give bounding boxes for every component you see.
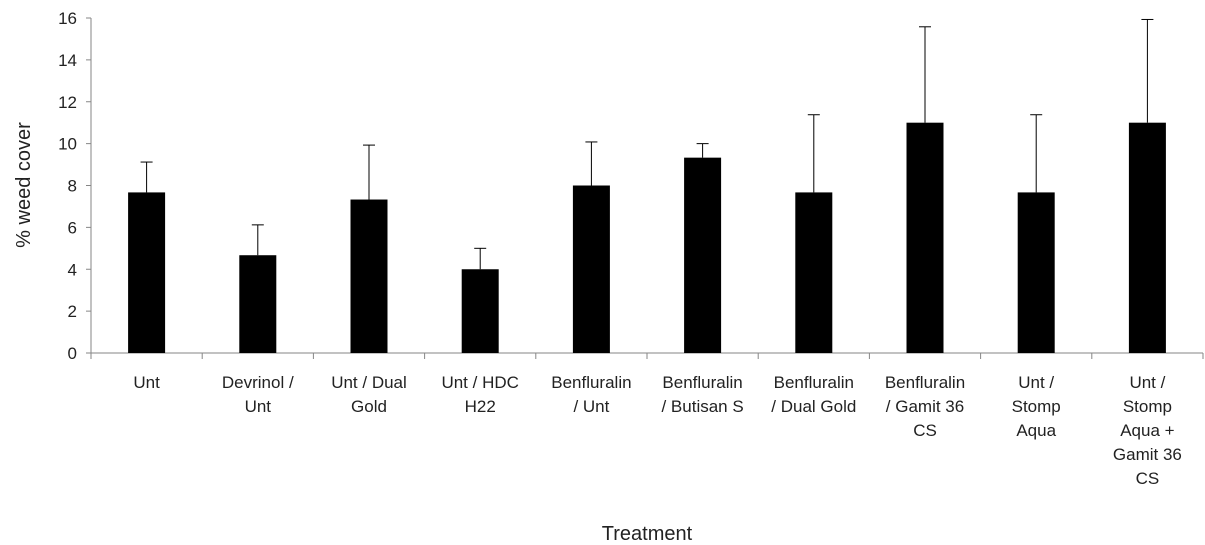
category-labels: Unt Devrinol / Unt Unt / Dual Gold Unt / HDC H… <box>133 373 1182 488</box>
category-label-line: Devrinol / <box>222 373 294 392</box>
category-label-line: Unt / <box>1018 373 1054 392</box>
category-label-line: Unt / Dual <box>331 373 407 392</box>
y-axis: 0 2 4 6 8 10 12 14 16 <box>58 9 92 363</box>
bar <box>350 199 388 353</box>
category-label-line: Stomp <box>1012 397 1061 416</box>
bar <box>906 122 944 353</box>
category-label-line: Unt <box>133 373 160 392</box>
category-label-line: CS <box>913 421 937 440</box>
bar <box>572 185 610 353</box>
error-bars <box>140 18 1154 270</box>
y-tick-label: 12 <box>58 93 77 112</box>
bar <box>684 157 722 353</box>
category-label-line: / Gamit 36 <box>886 397 964 416</box>
category-label-line: Aqua + <box>1120 421 1174 440</box>
category-label-line: Benfluralin <box>662 373 742 392</box>
y-tick-label: 2 <box>68 302 77 321</box>
category-label-line: H22 <box>465 397 496 416</box>
x-axis <box>90 352 1204 359</box>
bar <box>239 255 277 353</box>
category-label-line: Aqua <box>1016 421 1056 440</box>
y-tick-label: 14 <box>58 51 77 70</box>
category-label: Benfluralin / Dual Gold <box>771 373 856 416</box>
category-label: Unt / Stomp Aqua + Gamit 36 CS <box>1113 373 1182 488</box>
error-bar <box>474 247 487 270</box>
category-label-line: Gamit 36 <box>1113 445 1182 464</box>
category-label-line: Benfluralin <box>551 373 631 392</box>
x-axis-title: Treatment <box>602 523 693 545</box>
category-label: Benfluralin / Gamit 36 CS <box>885 373 965 440</box>
category-label: Unt / HDC H22 <box>441 373 518 416</box>
bar <box>1128 122 1166 353</box>
category-label: Unt / Dual Gold <box>331 373 407 416</box>
y-tick-label: 6 <box>68 218 77 237</box>
error-bar <box>807 114 820 193</box>
category-label: Unt <box>133 373 160 392</box>
category-label-line: / Dual Gold <box>771 397 856 416</box>
y-tick-label: 16 <box>58 9 77 28</box>
category-label: Benfluralin / Unt <box>551 373 631 416</box>
error-bar <box>585 141 598 186</box>
category-label-line: Gold <box>351 397 387 416</box>
error-bar <box>1141 18 1154 123</box>
y-tick-label: 8 <box>68 177 77 196</box>
category-label: Devrinol / Unt <box>222 373 294 416</box>
category-label: Unt / Stomp Aqua <box>1012 373 1061 440</box>
error-bar <box>140 161 153 193</box>
error-bar <box>363 144 375 200</box>
category-label-line: CS <box>1136 469 1160 488</box>
category-label-line: Stomp <box>1123 397 1172 416</box>
y-tick-label: 0 <box>68 344 77 363</box>
category-label-line: Unt / <box>1129 373 1165 392</box>
category-label-line: Benfluralin <box>774 373 854 392</box>
category-label-line: / Butisan S <box>661 397 743 416</box>
y-tick-label: 4 <box>68 260 77 279</box>
category-label-line: Benfluralin <box>885 373 965 392</box>
category-label-line: Unt / HDC <box>441 373 518 392</box>
bar <box>795 192 833 353</box>
category-label-line: Unt <box>245 397 272 416</box>
category-label-line: / Unt <box>573 397 609 416</box>
bars <box>128 122 1166 353</box>
y-axis-title: % weed cover <box>13 122 35 248</box>
y-tick-label: 10 <box>58 135 77 154</box>
error-bar <box>696 143 709 158</box>
error-bar <box>1030 114 1043 193</box>
category-label: Benfluralin / Butisan S <box>661 373 743 416</box>
bar <box>1017 192 1055 353</box>
bar <box>128 192 166 353</box>
error-bar <box>251 224 264 256</box>
bar <box>461 269 499 353</box>
error-bar <box>919 26 931 123</box>
